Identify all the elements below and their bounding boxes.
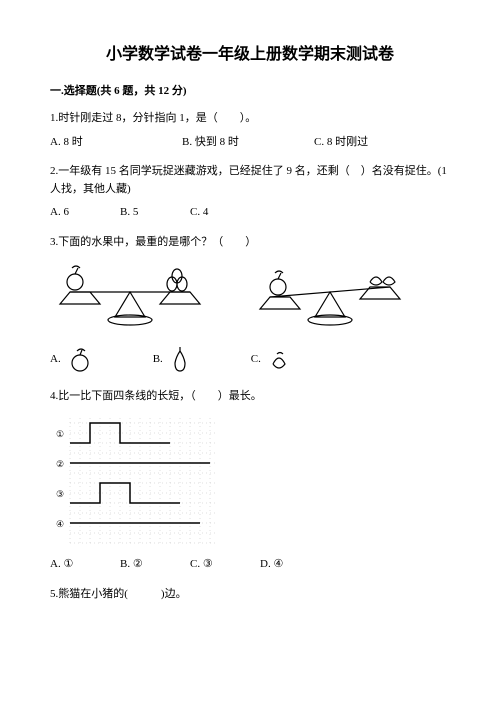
q5-text: 5.熊猫在小猪的( )边。 [50, 586, 450, 604]
q3-text: 3.下面的水果中，最重的是哪个？（ ） [50, 234, 450, 252]
svg-text:③: ③ [56, 489, 64, 499]
q3-scales [50, 262, 450, 332]
scale-right-icon [250, 262, 410, 332]
q1-opt-b: B. 快到 8 时 [182, 134, 314, 152]
q3-opt-c: C. [251, 348, 291, 372]
section-header: 一.选择题(共 6 题，共 12 分) [50, 82, 450, 98]
q4-text: 4.比一比下面四条线的长短，（ ）最长。 [50, 388, 450, 406]
q1-opt-a: A. 8 时 [50, 134, 182, 152]
q4-opt-c: C. ③ [190, 556, 260, 574]
q3-opt-b: B. [153, 346, 191, 374]
apple-icon [67, 347, 93, 373]
q2-opt-b: B. 5 [120, 204, 190, 222]
q1-opt-c: C. 8 时刚过 [314, 134, 446, 152]
q2-opt-c: C. 4 [190, 204, 260, 222]
q3-opt-c-label: C. [251, 351, 261, 369]
question-3: 3.下面的水果中，最重的是哪个？（ ） [50, 234, 450, 374]
q4-options: A. ① B. ② C. ③ D. ④ [50, 556, 450, 574]
pear-icon [169, 346, 191, 374]
page-title: 小学数学试卷一年级上册数学期末测试卷 [50, 40, 450, 64]
q4-opt-a: A. ① [50, 556, 120, 574]
svg-text:④: ④ [56, 519, 64, 529]
svg-text:②: ② [56, 459, 64, 469]
scale-left-icon [50, 262, 210, 332]
q1-text: 1.时针刚走过 8，分针指向 1，是（ ）。 [50, 110, 450, 128]
q1-options: A. 8 时 B. 快到 8 时 C. 8 时刚过 [50, 134, 450, 152]
q3-opt-a: A. [50, 347, 93, 373]
q4-lines-figure: ① ② ③ ④ [50, 413, 220, 548]
q2-text: 2.一年级有 15 名同学玩捉迷藏游戏，已经捉住了 9 名，还剩（ ）名没有捉住… [50, 163, 450, 198]
q3-options: A. B. C. [50, 346, 450, 374]
q4-opt-d: D. ④ [260, 556, 330, 574]
question-5: 5.熊猫在小猪的( )边。 [50, 586, 450, 604]
q4-opt-b: B. ② [120, 556, 190, 574]
question-1: 1.时针刚走过 8，分针指向 1，是（ ）。 A. 8 时 B. 快到 8 时 … [50, 110, 450, 151]
q2-options: A. 6 B. 5 C. 4 [50, 204, 450, 222]
question-2: 2.一年级有 15 名同学玩捉迷藏游戏，已经捉住了 9 名，还剩（ ）名没有捉住… [50, 163, 450, 222]
q3-opt-b-label: B. [153, 351, 163, 369]
q2-opt-a: A. 6 [50, 204, 120, 222]
question-4: 4.比一比下面四条线的长短，（ ）最长。 ① ② [50, 388, 450, 574]
svg-text:①: ① [56, 429, 64, 439]
q3-opt-a-label: A. [50, 351, 61, 369]
peach-icon [267, 348, 291, 372]
